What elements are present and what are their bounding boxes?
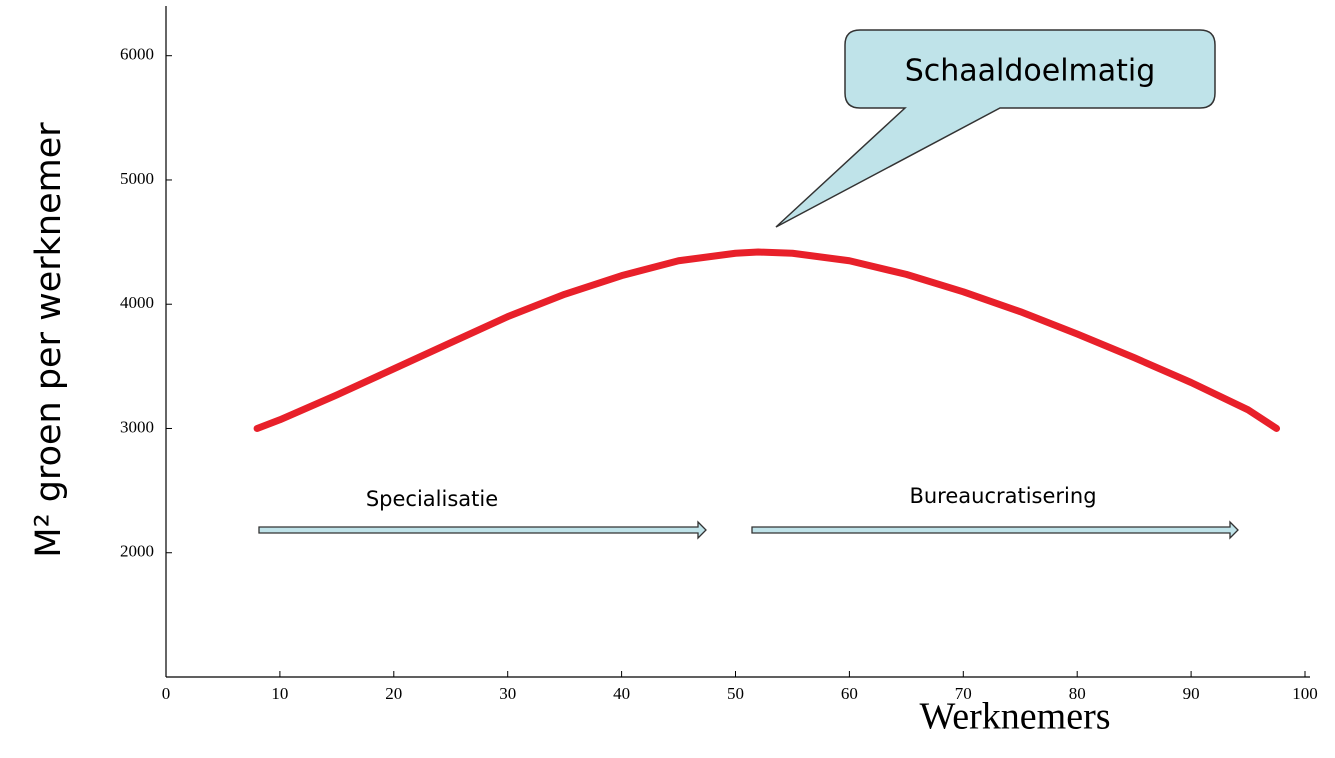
x-tick-label: 40 <box>613 684 630 703</box>
x-tick-label: 30 <box>499 684 516 703</box>
callout-text: Schaaldoelmatig <box>905 54 1156 89</box>
y-tick-label: 5000 <box>120 169 154 188</box>
y-axis-label: M² groen per werknemer <box>29 122 69 558</box>
y-tick-label: 2000 <box>120 542 154 561</box>
arrow <box>751 520 1239 540</box>
x-tick-label: 90 <box>1183 684 1200 703</box>
x-tick-label: 60 <box>841 684 858 703</box>
y-tick-label: 4000 <box>120 293 154 312</box>
arrow-label: Specialisatie <box>366 487 498 511</box>
x-tick-label: 20 <box>385 684 402 703</box>
x-tick-label: 0 <box>162 684 171 703</box>
x-tick-label: 70 <box>955 684 972 703</box>
arrow-label: Bureaucratisering <box>909 484 1096 508</box>
callout-box <box>775 29 1216 228</box>
x-tick-label: 80 <box>1069 684 1086 703</box>
x-tick-label: 100 <box>1292 684 1318 703</box>
x-tick-label: 50 <box>727 684 744 703</box>
arrow <box>258 520 707 540</box>
y-tick-label: 3000 <box>120 417 154 436</box>
x-axis-label: Werknemers <box>919 696 1110 738</box>
y-tick-label: 6000 <box>120 45 154 64</box>
x-tick-label: 10 <box>271 684 288 703</box>
data-line <box>253 248 1281 432</box>
